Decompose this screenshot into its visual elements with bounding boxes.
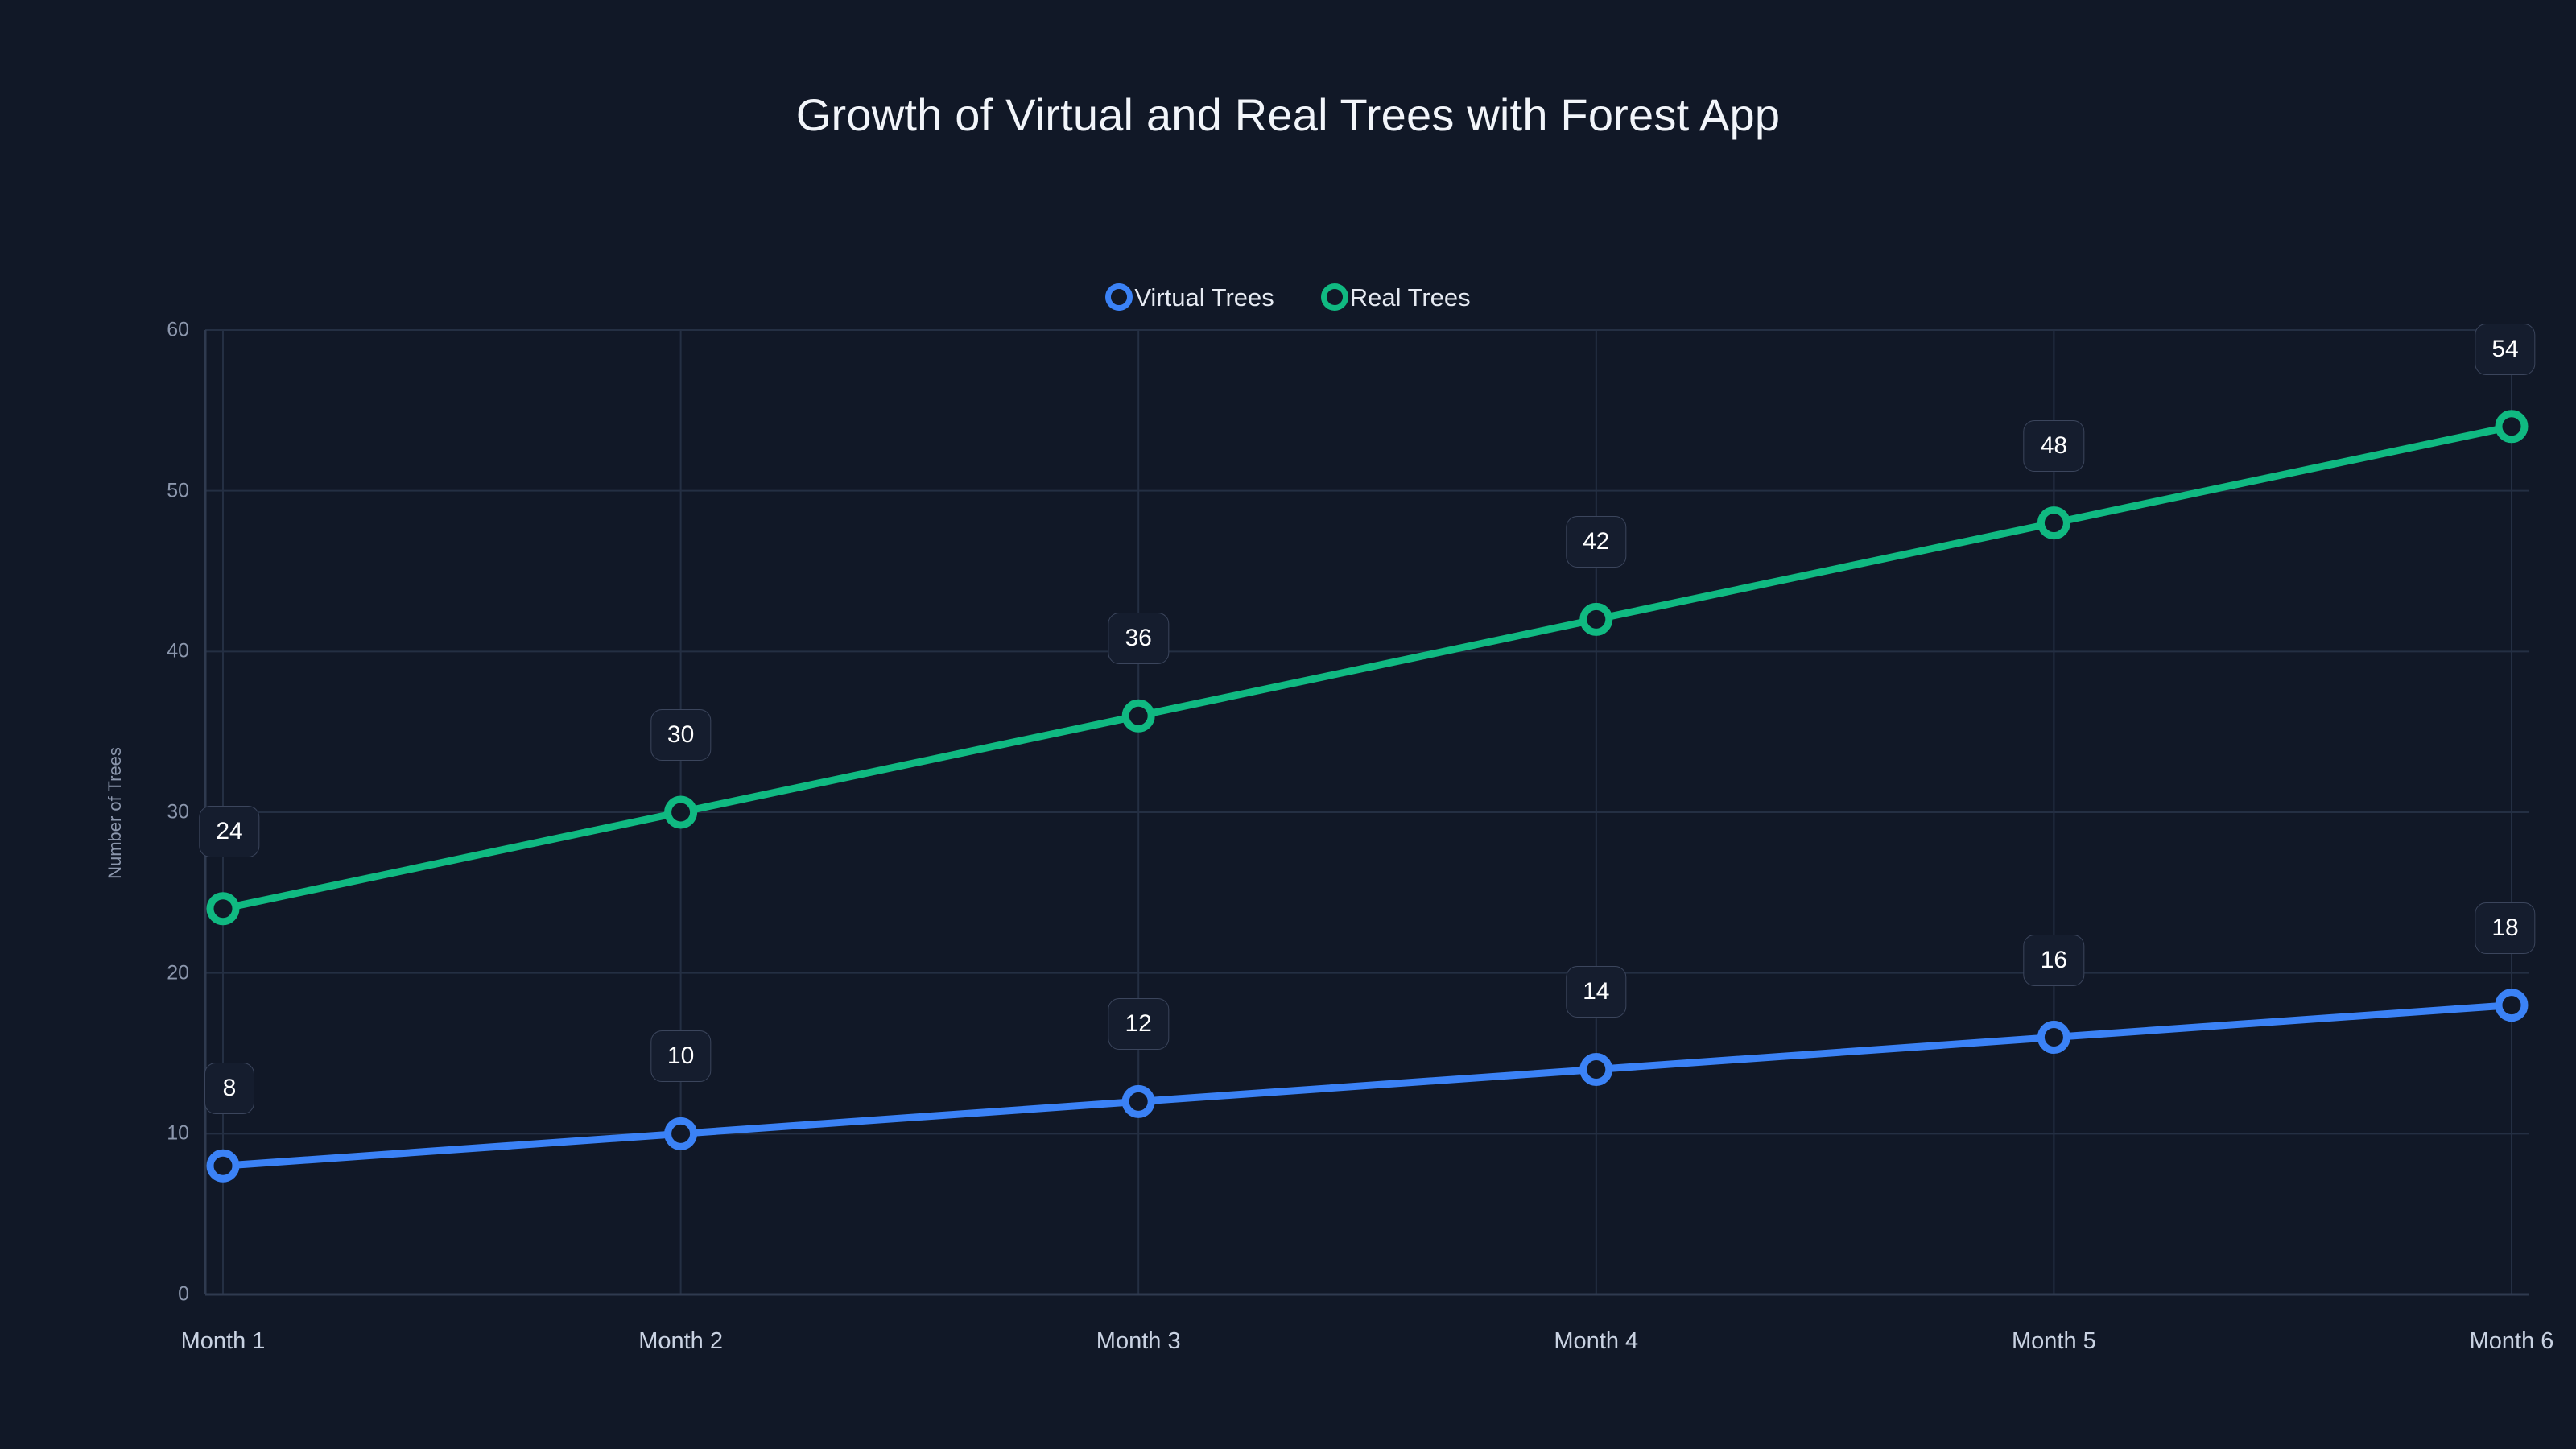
y-tick-label: 10 xyxy=(167,1121,189,1145)
legend-label: Virtual Trees xyxy=(1134,283,1274,312)
data-label-badge: 10 xyxy=(650,1030,712,1083)
x-tick-label: Month 1 xyxy=(180,1328,266,1354)
series-line xyxy=(219,1001,2516,1170)
data-label-badge: 30 xyxy=(650,709,712,761)
x-tick-label: Month 5 xyxy=(2011,1328,2096,1354)
data-label-badge: 8 xyxy=(204,1063,254,1115)
legend-item-real-trees[interactable]: Real Trees xyxy=(1320,283,1471,312)
grid-lines xyxy=(205,329,2529,1294)
legend-item-virtual-trees[interactable]: Virtual Trees xyxy=(1105,283,1274,311)
label-connectors xyxy=(222,376,2512,1149)
y-tick-label: 40 xyxy=(167,639,189,663)
data-point-marker xyxy=(1121,1084,1155,1118)
legend-label: Real Trees xyxy=(1349,283,1471,312)
data-label-badge: 14 xyxy=(1566,966,1627,1018)
x-tick-label: Month 3 xyxy=(1096,1328,1181,1354)
data-point-marker xyxy=(206,1149,240,1183)
y-tick-label: 30 xyxy=(167,800,189,824)
data-point-marker xyxy=(2495,989,2529,1022)
series-lines xyxy=(219,423,2516,1170)
data-point-marker xyxy=(2037,506,2070,540)
data-label-badge: 16 xyxy=(2023,934,2085,986)
circle-outline-icon xyxy=(1105,283,1133,311)
y-tick-label: 50 xyxy=(167,479,189,502)
data-point-marker xyxy=(2495,410,2529,444)
data-label-badge: 42 xyxy=(1566,516,1627,568)
chart-legend: Virtual Trees Real Trees xyxy=(0,283,2576,311)
data-label-badge: 18 xyxy=(2475,902,2536,954)
data-label-badge: 12 xyxy=(1108,998,1169,1051)
y-tick-label: 20 xyxy=(167,961,189,985)
data-point-marker xyxy=(206,892,240,926)
data-label-badge: 54 xyxy=(2475,323,2536,375)
x-tick-label: Month 4 xyxy=(1554,1328,1639,1354)
chart-title: Growth of Virtual and Real Trees with Fo… xyxy=(795,89,1781,140)
x-tick-label: Month 2 xyxy=(638,1328,723,1354)
data-point-marker xyxy=(1579,1052,1613,1086)
data-label-badge: 24 xyxy=(199,805,260,857)
data-point-marker xyxy=(1579,602,1613,636)
circle-outline-icon xyxy=(1320,283,1348,311)
data-label-badge: 36 xyxy=(1108,613,1169,665)
series-line xyxy=(219,423,2516,913)
series-markers xyxy=(206,410,2529,1183)
y-tick-label: 0 xyxy=(178,1282,189,1306)
data-point-marker xyxy=(1121,699,1155,733)
data-point-marker xyxy=(2037,1021,2070,1055)
y-tick-label: 60 xyxy=(167,318,189,341)
x-tick-label: Month 6 xyxy=(2469,1328,2554,1354)
data-point-marker xyxy=(664,1117,698,1150)
data-label-badge: 48 xyxy=(2023,419,2085,472)
data-point-marker xyxy=(664,795,698,829)
